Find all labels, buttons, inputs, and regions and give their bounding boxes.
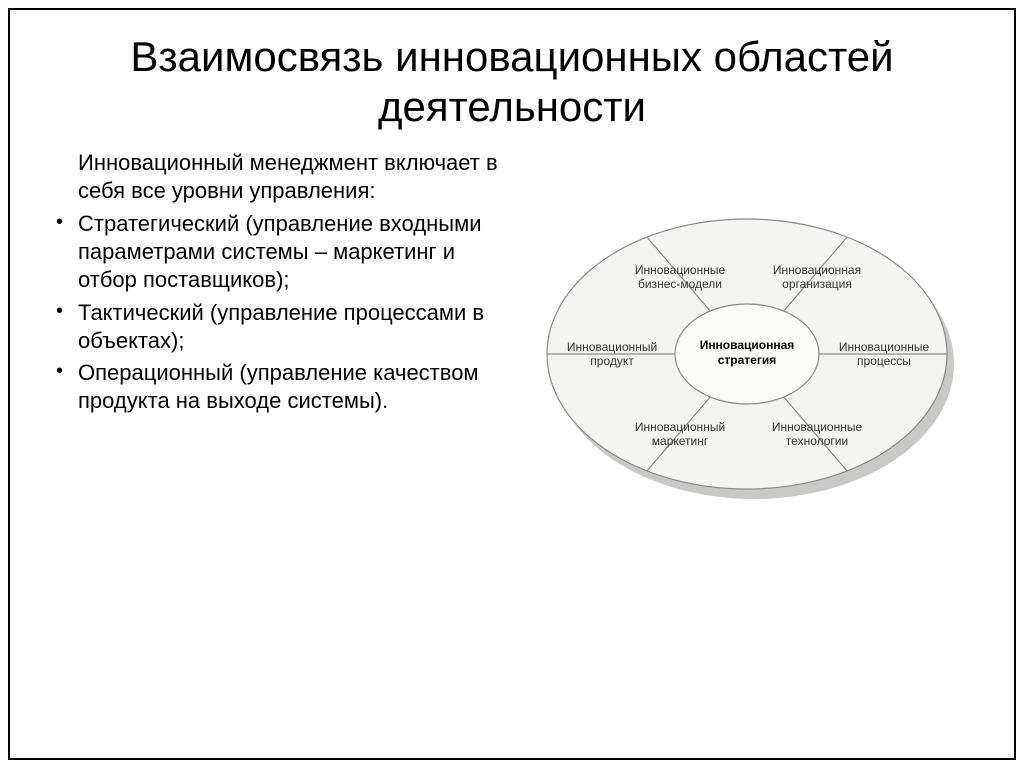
text-column: Инновационный менеджмент включает в себя… [32,149,512,649]
list-item: Операционный (управление качеством проду… [50,359,504,415]
bullet-list: Стратегический (управление входными пара… [50,210,504,415]
intro-text: Инновационный менеджмент включает в себя… [50,149,504,204]
seg-label: продукт [590,354,634,368]
slide-title: Взаимосвязь инновационных областей деяте… [10,10,1014,149]
seg-label: Инновационные [772,420,863,434]
seg-label: маркетинг [652,434,709,448]
list-item: Стратегический (управление входными пара… [50,210,504,294]
seg-label: бизнес-модели [638,277,722,291]
center-label-l2: стратегия [718,353,776,367]
pie-diagram: Инновационная стратегия Инновационные би… [532,209,962,509]
diagram-column: Инновационная стратегия Инновационные би… [512,149,992,649]
center-label-l1: Инновационная [700,338,795,352]
seg-label: Инновационный [567,340,657,354]
content-area: Инновационный менеджмент включает в себя… [10,149,1014,649]
seg-label: процессы [857,354,911,368]
seg-label: Инновационные [635,263,726,277]
list-item: Тактический (управление процессами в объ… [50,299,504,355]
seg-label: Инновационный [635,420,725,434]
seg-label: организация [782,277,852,291]
pie-svg: Инновационная стратегия Инновационные би… [532,209,962,529]
seg-label: Инновационная [773,263,861,277]
seg-label: технологии [786,434,848,448]
seg-label: Инновационные [839,340,930,354]
slide-frame: Взаимосвязь инновационных областей деяте… [8,8,1016,760]
